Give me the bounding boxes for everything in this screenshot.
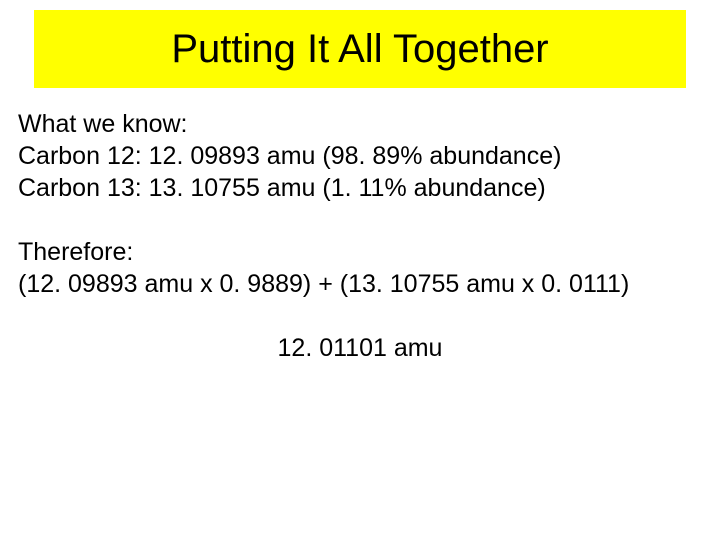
result-line: 12. 01101 amu bbox=[18, 332, 702, 364]
carbon-12-line: Carbon 12: 12. 09893 amu (98. 89% abunda… bbox=[18, 140, 702, 172]
therefore-label: Therefore: bbox=[18, 236, 702, 268]
carbon-13-line: Carbon 13: 13. 10755 amu (1. 11% abundan… bbox=[18, 172, 702, 204]
know-label: What we know: bbox=[18, 108, 702, 140]
paragraph-gap bbox=[18, 300, 702, 332]
slide-container: Putting It All Together What we know: Ca… bbox=[0, 0, 720, 540]
title-bar: Putting It All Together bbox=[34, 10, 686, 88]
slide-title: Putting It All Together bbox=[171, 27, 548, 72]
calculation-line: (12. 09893 amu x 0. 9889) + (13. 10755 a… bbox=[18, 268, 702, 300]
body-text-block: What we know: Carbon 12: 12. 09893 amu (… bbox=[18, 108, 702, 364]
paragraph-gap bbox=[18, 204, 702, 236]
